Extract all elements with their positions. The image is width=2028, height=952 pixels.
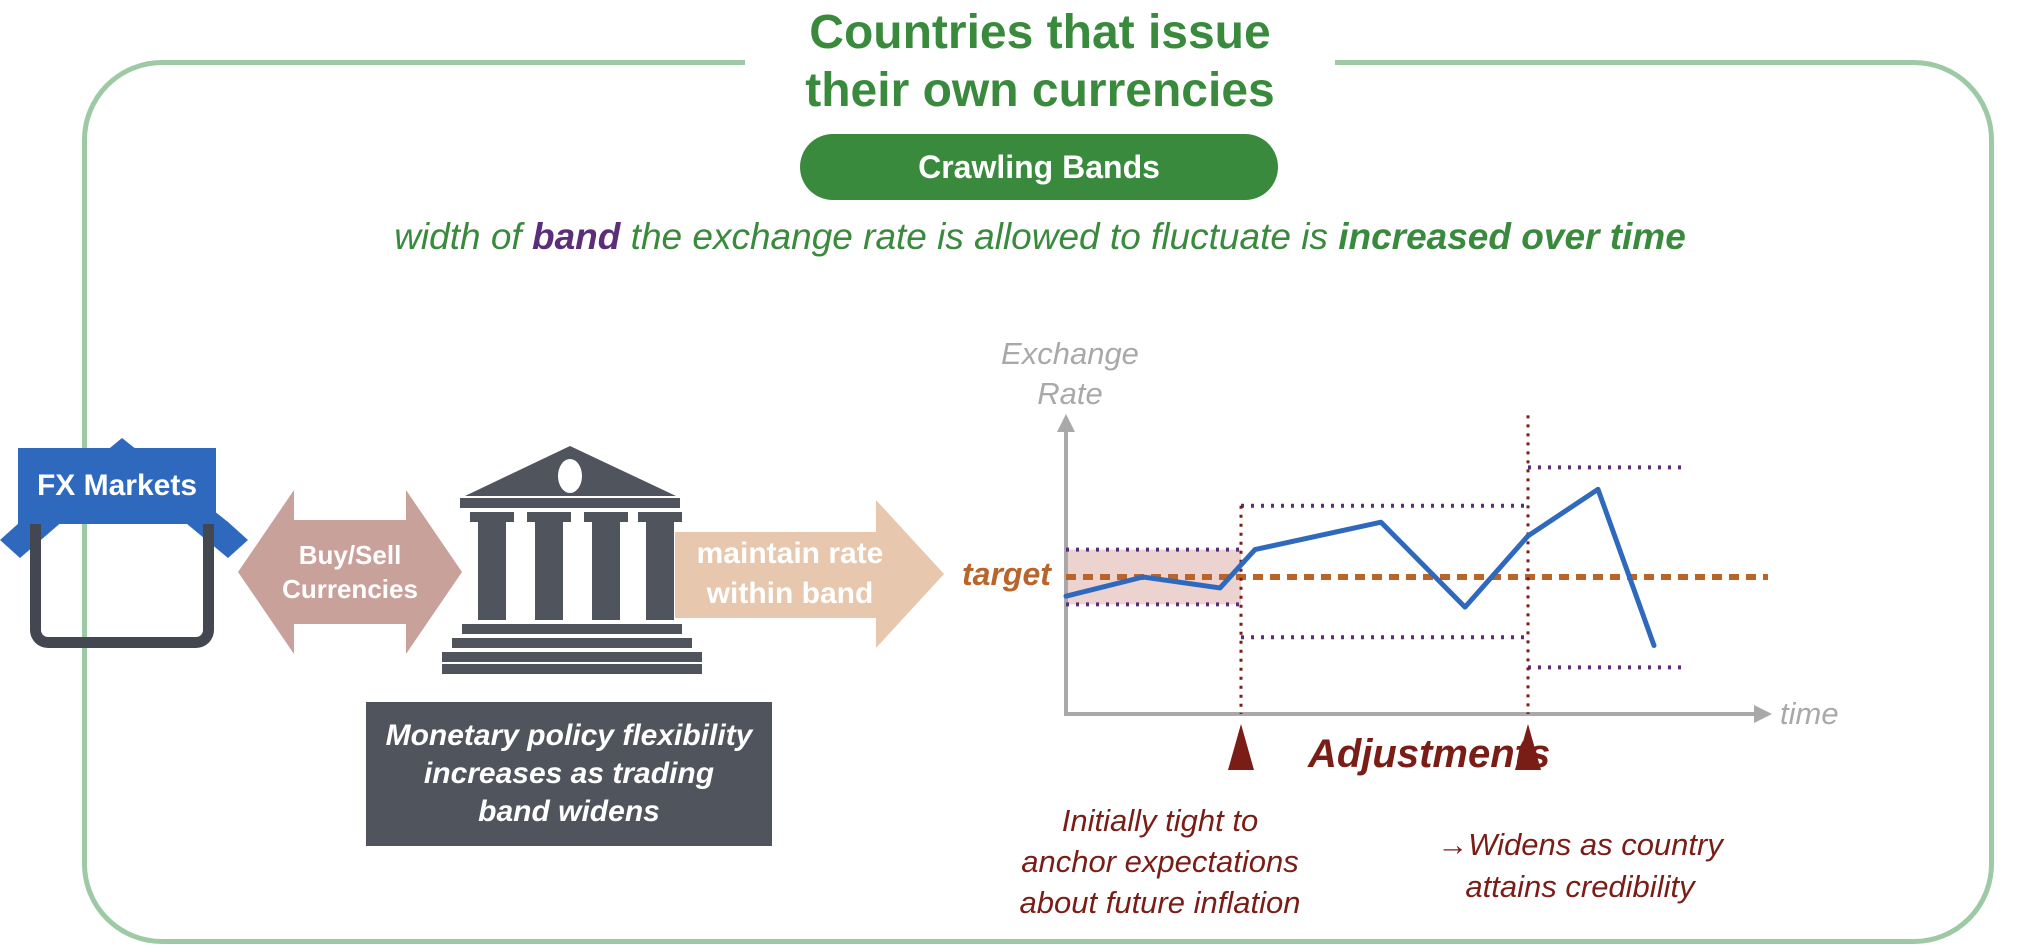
y-axis-line-2: Rate	[1037, 376, 1103, 411]
bank-building-icon	[442, 446, 702, 674]
adjustment-marker-icon-1	[1228, 724, 1254, 770]
right-arrow-icon	[675, 500, 944, 648]
title-line-1: Countries that issue	[809, 6, 1271, 59]
adjustments-label: Adjustments	[1308, 732, 1551, 776]
subtitle-emphasis: increased over time	[1338, 216, 1686, 257]
maintain-rate-label: maintain rate within band	[670, 534, 910, 614]
y-axis-arrowhead	[1057, 414, 1075, 432]
subtitle-band: band	[532, 216, 621, 257]
note-left-line-3: about future inflation	[1019, 885, 1301, 920]
title-line-2: their own currencies	[805, 64, 1275, 117]
double-arrow-icon	[238, 490, 462, 654]
maintain-line-1: maintain rate	[696, 537, 884, 570]
note-widens: →Widens as country attains credibility	[1410, 824, 1750, 908]
subtitle: width of band the exchange rate is allow…	[200, 216, 1880, 258]
callout-line-2: increases as trading	[423, 757, 715, 790]
buy-sell-label: Buy/Sell Currencies	[238, 538, 462, 606]
page-title: Countries that issue their own currencie…	[700, 4, 1380, 120]
subtitle-part-1: width of	[394, 216, 532, 257]
fx-market-stall	[30, 508, 214, 648]
policy-flexibility-callout: Monetary policy flexibility increases as…	[366, 702, 772, 846]
y-axis-label: Exchange Rate	[960, 334, 1180, 414]
title-mask	[745, 40, 1335, 80]
note-right-line-1: →Widens as country	[1437, 827, 1723, 862]
note-left-line-2: anchor expectations	[1021, 844, 1299, 879]
y-axis-line-1: Exchange	[1001, 336, 1139, 371]
buy-sell-line-1: Buy/Sell	[298, 540, 402, 570]
maintain-line-2: within band	[706, 577, 874, 610]
target-label: target	[962, 556, 1051, 592]
x-axis-label: time	[1780, 696, 1839, 731]
note-right-line-2: attains credibility	[1465, 869, 1695, 904]
callout-line-3: band widens	[478, 795, 660, 828]
subtitle-part-2: the exchange rate is allowed to fluctuat…	[620, 216, 1339, 257]
crawling-bands-pill: Crawling Bands	[800, 134, 1278, 200]
adjustment-marker-icon-2	[1515, 724, 1541, 770]
callout-line-1: Monetary policy flexibility	[385, 719, 753, 752]
x-axis-arrowhead	[1754, 705, 1772, 723]
exchange-rate-series-1	[1063, 486, 1657, 648]
note-initially-tight: Initially tight to anchor expectations a…	[990, 800, 1330, 923]
buy-sell-line-2: Currencies	[282, 574, 418, 604]
note-left-line-1: Initially tight to	[1061, 803, 1259, 838]
fx-markets-label: FX Markets	[18, 448, 216, 524]
